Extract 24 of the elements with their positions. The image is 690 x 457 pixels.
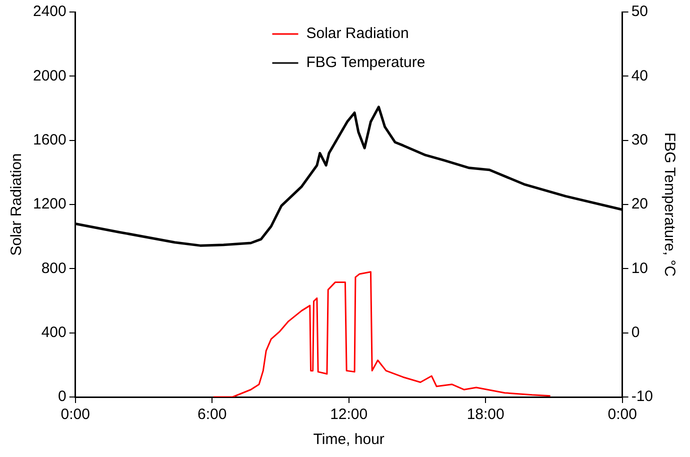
x-tick-label: 6:00 bbox=[198, 406, 227, 424]
legend-label: Solar Radiation bbox=[306, 25, 409, 42]
y-tick-label: 800 bbox=[41, 260, 66, 277]
y-tick-label: 0 bbox=[58, 388, 66, 406]
y-axis-title: Solar Radiation bbox=[8, 153, 26, 256]
x-tick-label: 0:00 bbox=[608, 406, 637, 424]
x-axis-title: Time, hour bbox=[313, 431, 384, 448]
y2-tick-label: 10 bbox=[631, 260, 648, 277]
y-tick-label: 1600 bbox=[32, 131, 66, 148]
y2-axis-title: FBG Temperature, °C bbox=[660, 132, 678, 277]
legend-label: FBG Temperature bbox=[306, 54, 426, 72]
y-tick-label: 2000 bbox=[32, 67, 66, 84]
x-tick-label: 12:00 bbox=[330, 406, 368, 424]
x-tick-label: 18:00 bbox=[466, 406, 504, 424]
y2-tick-label: -10 bbox=[631, 388, 654, 406]
y-tick-label: 1200 bbox=[32, 196, 66, 213]
y-tick-label: 2400 bbox=[32, 3, 66, 20]
y2-tick-label: 50 bbox=[631, 3, 648, 20]
y2-tick-label: 0 bbox=[631, 324, 640, 341]
y2-tick-label: 30 bbox=[631, 131, 648, 148]
y2-tick-label: 40 bbox=[631, 67, 648, 84]
x-tick-label: 0:00 bbox=[60, 406, 90, 424]
y-tick-label: 400 bbox=[41, 324, 66, 341]
y2-tick-label: 20 bbox=[631, 196, 648, 213]
